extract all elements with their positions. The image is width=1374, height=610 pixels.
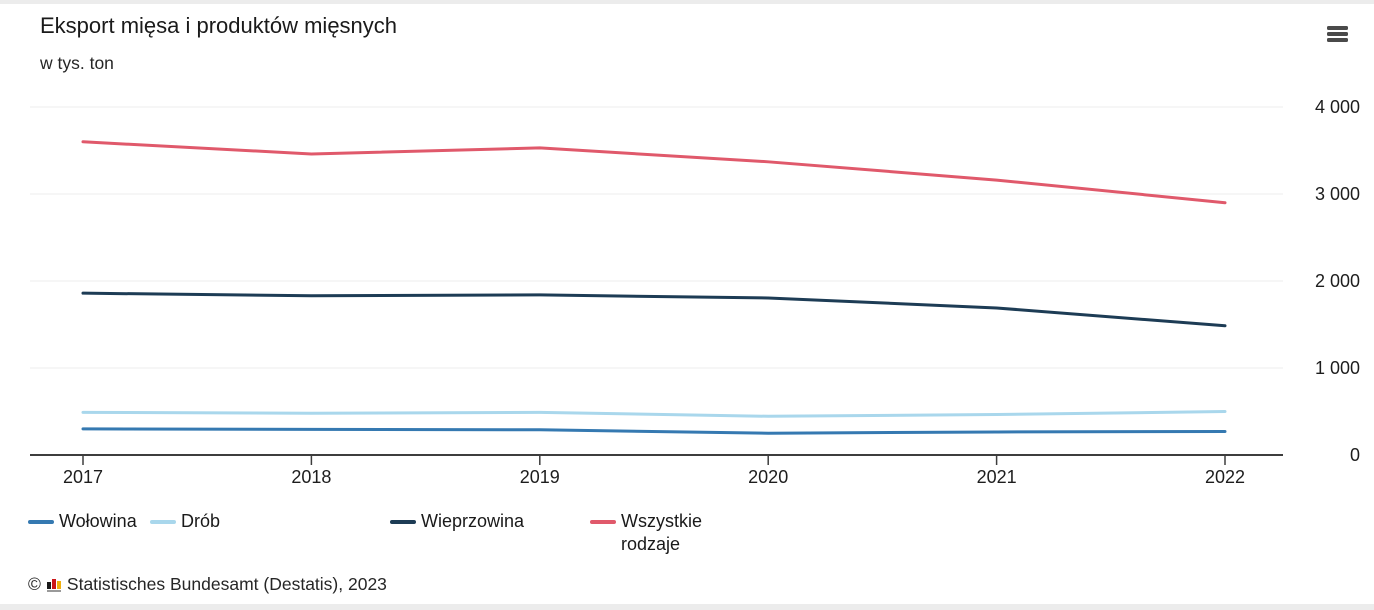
legend-label: Wołowina (59, 511, 137, 531)
x-tick-label: 2019 (519, 467, 560, 487)
legend-item-wolowina[interactable]: Wołowina (28, 510, 137, 533)
x-tick-label: 2022 (1204, 467, 1246, 487)
legend-label: Wszystkie rodzaje (621, 511, 702, 554)
x-tick-label: 2018 (291, 467, 332, 487)
page-edge-top (0, 0, 1374, 4)
legend-swatch (28, 520, 54, 524)
x-tick-label: 2021 (976, 467, 1017, 487)
series-line-drob (81, 410, 1227, 418)
legend-item-wszystkie-rodzaje[interactable]: Wszystkie rodzaje (590, 510, 716, 556)
copyright-symbol: © (28, 574, 41, 594)
legend-label: Wieprzowina (421, 511, 525, 531)
logo-bar-gold (56, 581, 61, 589)
legend-swatch (390, 520, 416, 524)
chart-unit-subtitle: w tys. ton (40, 53, 114, 73)
legend-swatch (150, 520, 176, 524)
y-tick-label: 4 000 (1314, 97, 1360, 117)
y-tick-label: 0 (1349, 445, 1360, 465)
y-tick-label: 2 000 (1314, 271, 1360, 291)
x-tick-label: 2020 (748, 467, 789, 487)
chart-title: Eksport mięsa i produktów mięsnych (40, 13, 398, 38)
hamburger-menu-icon (1325, 22, 1350, 46)
series-line-wolowina (81, 427, 1227, 435)
destatis-bar-chart-logo-icon (46, 577, 61, 592)
menu-bar (1327, 26, 1348, 30)
legend-label: Drób (181, 511, 221, 531)
y-tick-label: 3 000 (1314, 184, 1360, 204)
page-edge-bottom (0, 604, 1374, 610)
source-line: © Statistisches Bundesamt (Destatis), 20… (28, 574, 387, 595)
series-line-wszystkie-rodzaje (81, 140, 1227, 205)
menu-bar (1327, 38, 1348, 42)
legend-item-drob[interactable]: Drób (150, 510, 220, 533)
legend-item-wieprzowina[interactable]: Wieprzowina (390, 510, 524, 533)
menu-bar (1327, 32, 1348, 36)
series-line-wieprzowina (81, 291, 1227, 328)
logo-bar-red (51, 579, 56, 589)
chart-menu-button[interactable] (1325, 22, 1350, 46)
logo-bar-black (46, 582, 51, 589)
x-tick-label: 2017 (62, 467, 104, 487)
legend-swatch (590, 520, 616, 524)
source-text: Statistisches Bundesamt (Destatis), 2023 (66, 574, 387, 594)
y-tick-label: 1 000 (1314, 358, 1360, 378)
